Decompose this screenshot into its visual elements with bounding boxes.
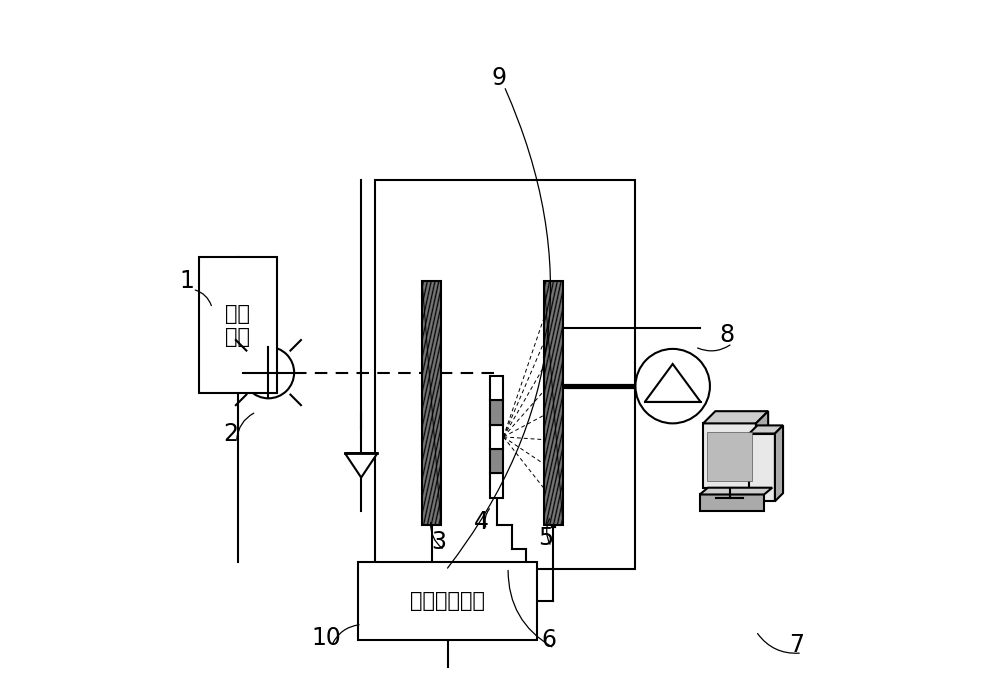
Bar (544, 281, 563, 525)
Bar (490, 400, 503, 425)
Polygon shape (645, 364, 701, 402)
Text: 3: 3 (432, 530, 447, 554)
Text: 7: 7 (789, 633, 804, 657)
Text: 脉冲
电源: 脉冲 电源 (225, 303, 250, 347)
Bar (375, 180, 635, 569)
Text: 直流高压电源: 直流高压电源 (410, 591, 485, 611)
Polygon shape (703, 411, 768, 424)
Bar (490, 425, 503, 449)
Text: 5: 5 (538, 527, 554, 551)
Bar (703, 424, 756, 488)
Text: 8: 8 (719, 323, 734, 348)
Bar (490, 376, 503, 400)
Circle shape (635, 349, 710, 424)
Text: 2: 2 (224, 422, 239, 446)
Bar (490, 473, 503, 498)
Text: 1: 1 (180, 269, 195, 293)
Text: 6: 6 (541, 628, 556, 652)
Bar (358, 562, 537, 640)
Bar (749, 433, 775, 501)
Polygon shape (775, 426, 783, 501)
Text: 9: 9 (491, 66, 506, 90)
Polygon shape (345, 453, 377, 477)
Bar (422, 281, 441, 525)
Text: 10: 10 (311, 626, 341, 650)
Bar (199, 258, 277, 393)
Text: 4: 4 (474, 509, 489, 533)
Polygon shape (749, 426, 783, 433)
Circle shape (243, 347, 294, 398)
Bar (490, 449, 503, 473)
Bar (707, 431, 752, 481)
Polygon shape (700, 488, 772, 495)
Polygon shape (756, 411, 768, 488)
Bar (700, 495, 764, 511)
